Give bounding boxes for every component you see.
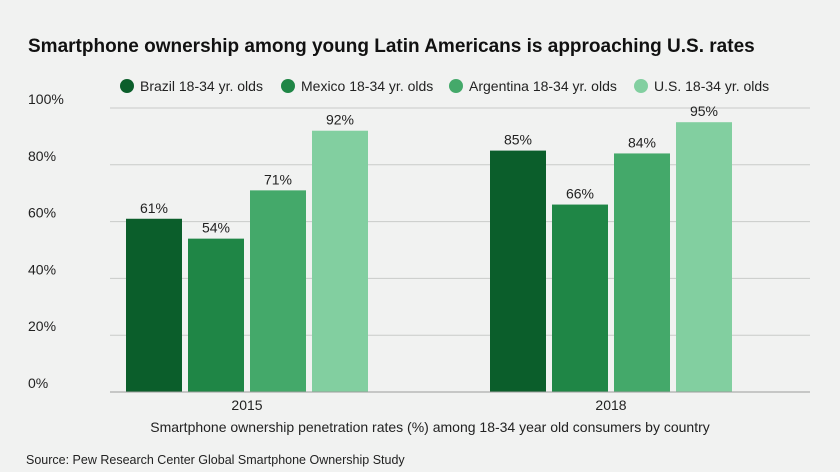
legend-swatch: [449, 79, 463, 93]
x-category-label: 2018: [595, 397, 626, 413]
data-label: 54%: [202, 220, 230, 236]
bar-2015-3: [312, 130, 368, 392]
bar-2018-0: [490, 150, 546, 392]
data-labels: 61% 54% 71% 92% 85% 66% 84% 95%: [140, 103, 718, 235]
y-axis-ticks: 0% 20% 40% 60% 80% 100%: [28, 91, 64, 391]
bar-2015-2: [250, 190, 306, 392]
bar-2015-0: [126, 218, 182, 392]
legend-entry: Mexico 18-34 yr. olds: [301, 78, 433, 94]
y-tick-label: 60%: [28, 205, 56, 221]
data-label: 61%: [140, 200, 168, 216]
x-axis-categories: 2015 2018: [231, 397, 626, 413]
bar-2015-1: [188, 238, 244, 392]
x-category-label: 2015: [231, 397, 262, 413]
chart-title: Smartphone ownership among young Latin A…: [28, 36, 755, 57]
source-note: Source: Pew Research Center Global Smart…: [26, 453, 405, 467]
x-axis-label: Smartphone ownership penetration rates (…: [150, 419, 710, 435]
bar-2018-2: [614, 153, 670, 392]
legend-swatch: [634, 79, 648, 93]
bar-2018-1: [552, 204, 608, 392]
bars: [126, 122, 732, 392]
y-tick-label: 40%: [28, 261, 56, 277]
data-label: 95%: [690, 103, 718, 119]
data-label: 66%: [566, 186, 594, 202]
legend-swatch: [281, 79, 295, 93]
legend-entry: Brazil 18-34 yr. olds: [140, 78, 263, 94]
y-tick-label: 100%: [28, 91, 64, 107]
bar-2018-3: [676, 122, 732, 392]
data-label: 92%: [326, 112, 354, 128]
y-tick-label: 20%: [28, 318, 56, 334]
y-tick-label: 0%: [28, 375, 48, 391]
legend-entry: U.S. 18-34 yr. olds: [654, 78, 769, 94]
y-tick-label: 80%: [28, 148, 56, 164]
data-label: 71%: [264, 171, 292, 187]
data-label: 85%: [504, 132, 532, 148]
legend: Brazil 18-34 yr. olds Mexico 18-34 yr. ol…: [120, 78, 769, 94]
legend-swatch: [120, 79, 134, 93]
data-label: 84%: [628, 134, 656, 150]
legend-entry: Argentina 18-34 yr. olds: [469, 78, 617, 94]
